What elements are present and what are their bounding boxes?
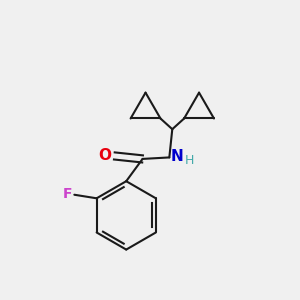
Text: F: F (62, 187, 72, 201)
Text: N: N (171, 149, 184, 164)
Text: H: H (185, 154, 194, 167)
Text: O: O (98, 148, 111, 164)
